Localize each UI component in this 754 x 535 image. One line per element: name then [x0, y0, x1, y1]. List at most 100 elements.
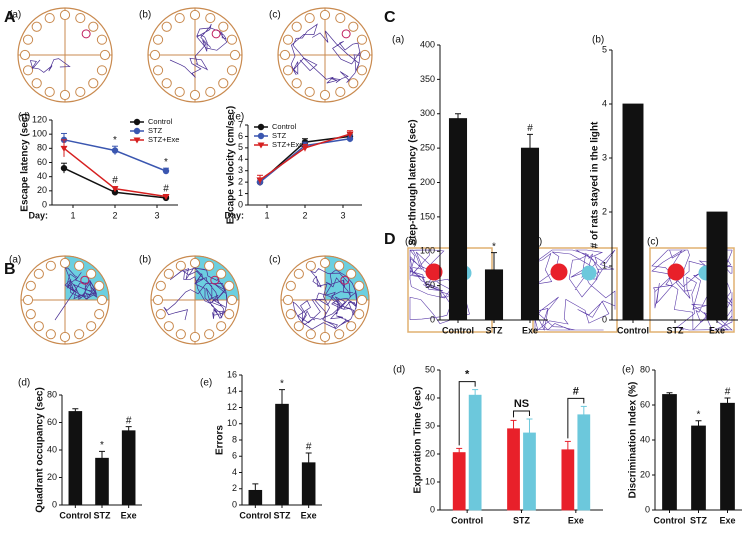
water-maze-image — [277, 7, 373, 103]
x-tick-label: Exe — [522, 325, 538, 335]
visual-cue — [348, 78, 359, 89]
bar — [691, 425, 706, 511]
visual-cue — [218, 21, 229, 32]
image-panel-label: (c) — [269, 255, 281, 266]
legend-label: STZ+Exe — [272, 140, 303, 149]
section-label: D — [384, 231, 396, 248]
visual-cue — [356, 294, 368, 306]
annotation: * — [164, 157, 168, 168]
visual-cue — [282, 65, 294, 76]
annotation: NS — [514, 398, 529, 410]
legend-label: Control — [272, 122, 297, 131]
y-axis-label: Discrimination Index (%) — [628, 382, 639, 499]
annotation: # — [306, 442, 312, 453]
bar — [468, 394, 482, 511]
visual-cue — [291, 78, 302, 89]
bar — [452, 452, 466, 511]
y-tick-label: 16 — [227, 369, 237, 379]
x-tick-label: Control — [617, 325, 649, 335]
visual-cue — [22, 65, 34, 76]
visual-cue — [94, 309, 105, 320]
platform — [340, 275, 350, 285]
visual-cue — [304, 86, 315, 98]
y-tick-label: 200 — [420, 177, 435, 187]
platform — [81, 29, 91, 39]
visual-cue — [75, 12, 86, 24]
panel-label: (e) — [622, 365, 634, 376]
legend-label: Control — [148, 117, 173, 126]
point — [111, 189, 119, 196]
visual-cue — [293, 268, 304, 279]
platform — [211, 29, 221, 39]
visual-cue — [161, 21, 172, 32]
y-tick-label: 60 — [37, 157, 47, 167]
y-axis-label: Quadrant occupancy (sec) — [35, 387, 46, 513]
y-tick-label: 350 — [420, 74, 435, 84]
y-axis-label: # of rats stayed in the light — [590, 121, 601, 248]
visual-cue — [319, 9, 331, 21]
familiar-object — [667, 263, 685, 281]
x-tick-label: STZ — [513, 515, 531, 525]
y-tick-label: 20 — [425, 448, 435, 458]
significance-bracket — [458, 381, 476, 446]
y-tick-label: 40 — [47, 444, 57, 454]
visual-cue — [346, 321, 357, 332]
panel-label: (d) — [18, 378, 30, 389]
y-tick-label: 2 — [238, 177, 243, 187]
panel-label: (a) — [392, 35, 404, 46]
x-tick-label: STZ — [94, 510, 112, 520]
arena-image — [532, 247, 618, 333]
y-tick-label: 150 — [420, 211, 435, 221]
legend-marker — [133, 118, 141, 126]
y-axis-label: Exploration Time (sec) — [413, 386, 424, 493]
y-tick-label: 20 — [47, 472, 57, 482]
visual-cue — [44, 86, 55, 98]
visual-cue — [22, 34, 34, 45]
swim-path — [290, 23, 361, 84]
y-tick-label: 40 — [425, 392, 435, 402]
y-tick-label: 100 — [32, 129, 47, 139]
swim-path — [169, 23, 228, 78]
visual-cue — [96, 294, 108, 306]
target-quadrant — [194, 255, 240, 301]
visual-cue — [155, 280, 166, 291]
bar — [275, 403, 289, 506]
visual-cue — [204, 329, 215, 340]
y-tick-label: 12 — [227, 402, 237, 412]
x-tick-label: 2 — [302, 210, 307, 220]
swim-path — [292, 268, 358, 330]
point — [256, 177, 264, 184]
point — [346, 135, 354, 142]
point — [111, 186, 119, 193]
y-tick-label: 2 — [602, 206, 607, 216]
visual-cue — [59, 89, 71, 101]
legend-label: STZ — [272, 131, 287, 140]
x-tick-label: STZ — [274, 510, 292, 520]
familiar-object — [550, 263, 568, 281]
visual-cue — [216, 268, 227, 279]
x-tick-label: STZ — [486, 325, 504, 335]
y-tick-label: 4 — [238, 154, 243, 164]
visual-cue — [59, 9, 71, 21]
panel-label: (d) — [393, 365, 405, 376]
annotation: # — [112, 175, 118, 186]
swim-path — [29, 58, 71, 73]
visual-cue — [226, 34, 238, 45]
visual-cue — [175, 329, 186, 340]
y-tick-label: 3 — [602, 152, 607, 162]
visual-cue — [218, 78, 229, 89]
x-tick-label: Exe — [568, 515, 584, 525]
familiar-object — [425, 263, 443, 281]
y-tick-label: 0 — [52, 499, 57, 509]
visual-cue — [305, 329, 316, 340]
annotation: * — [100, 440, 104, 451]
image-panel-label: (b) — [139, 255, 151, 266]
visual-cue — [346, 268, 357, 279]
point — [162, 194, 170, 200]
annotation: * — [465, 369, 470, 381]
panel-label: (e) — [232, 112, 244, 123]
visual-cue — [356, 65, 368, 76]
bar — [561, 449, 575, 511]
visual-cue — [226, 65, 238, 76]
bar — [662, 394, 677, 511]
